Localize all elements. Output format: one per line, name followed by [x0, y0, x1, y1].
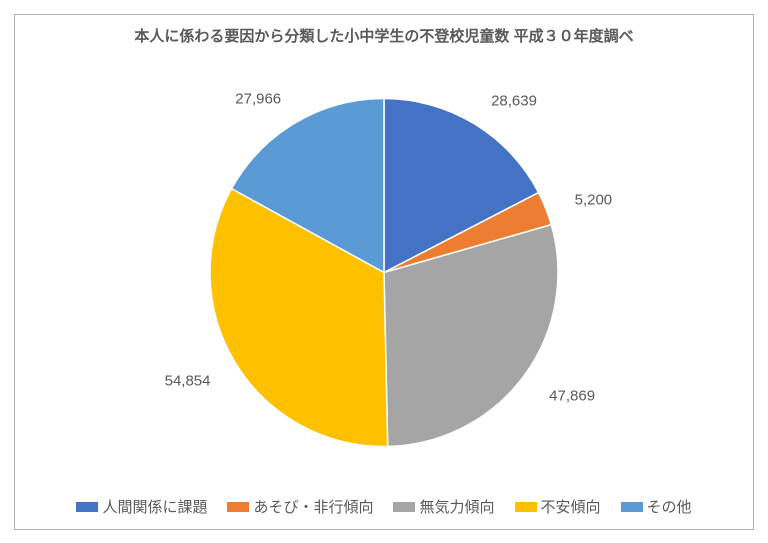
- legend-label: その他: [647, 499, 692, 516]
- slice-value-label: 54,854: [165, 372, 211, 389]
- slice-value-label: 5,200: [575, 191, 613, 208]
- legend-swatch: [76, 502, 98, 512]
- legend-label: 無気力傾向: [419, 499, 494, 516]
- legend-item: 人間関係に課題: [76, 496, 207, 517]
- legend-item: その他: [621, 496, 692, 517]
- legend-label: 不安傾向: [541, 499, 601, 516]
- legend-item: 不安傾向: [515, 496, 601, 517]
- chart-title: 本人に係わる要因から分類した小中学生の不登校児童数 平成３０年度調べ: [15, 25, 753, 46]
- legend-swatch: [393, 502, 415, 512]
- slice-value-label: 27,966: [235, 91, 281, 108]
- legend-swatch: [621, 502, 643, 512]
- legend: 人間関係に課題 あそび・非行傾向 無気力傾向 不安傾向 その他: [15, 496, 753, 517]
- legend-swatch: [227, 502, 249, 512]
- chart-frame: 本人に係わる要因から分類した小中学生の不登校児童数 平成３０年度調べ 28,63…: [14, 14, 754, 530]
- pie-chart: [184, 73, 584, 478]
- legend-item: あそび・非行傾向: [227, 496, 373, 517]
- legend-item: 無気力傾向: [393, 496, 494, 517]
- legend-label: あそび・非行傾向: [253, 499, 373, 516]
- legend-label: 人間関係に課題: [102, 499, 207, 516]
- legend-swatch: [515, 502, 537, 512]
- slice-value-label: 47,869: [549, 388, 595, 405]
- slice-value-label: 28,639: [491, 92, 537, 109]
